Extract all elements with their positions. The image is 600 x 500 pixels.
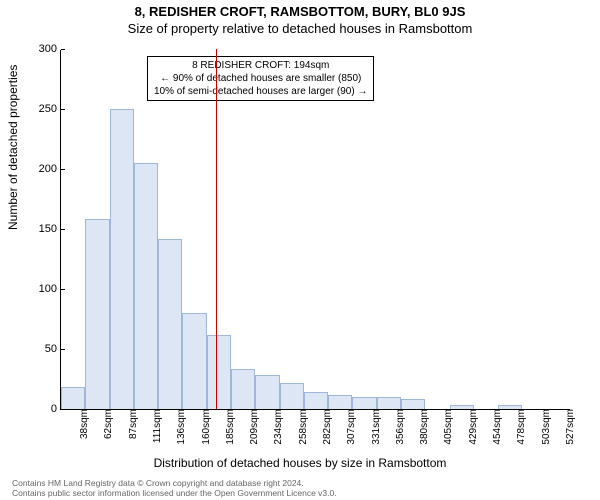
x-tick: 454sqm bbox=[490, 409, 503, 445]
y-tick: 100 bbox=[39, 283, 61, 295]
x-tick: 258sqm bbox=[296, 409, 309, 445]
footer-line1: Contains HM Land Registry data © Crown c… bbox=[12, 478, 337, 488]
x-tick: 234sqm bbox=[271, 409, 284, 445]
y-tick: 0 bbox=[51, 403, 61, 415]
x-axis-label: Distribution of detached houses by size … bbox=[0, 456, 600, 470]
annotation-line2: ← 90% of detached houses are smaller (85… bbox=[154, 72, 367, 85]
histogram-bar bbox=[231, 369, 255, 409]
histogram-bar bbox=[207, 335, 231, 409]
x-tick: 380sqm bbox=[417, 409, 430, 445]
x-tick: 87sqm bbox=[126, 409, 139, 439]
x-tick: 209sqm bbox=[247, 409, 260, 445]
footer-line2: Contains public sector information licen… bbox=[12, 488, 337, 498]
reference-line bbox=[216, 49, 217, 409]
histogram-bar bbox=[401, 399, 425, 409]
histogram-bar bbox=[255, 375, 279, 409]
histogram-bar bbox=[61, 387, 85, 409]
histogram-bar bbox=[280, 383, 304, 409]
title-subtitle: Size of property relative to detached ho… bbox=[0, 19, 600, 36]
histogram-bar bbox=[158, 239, 182, 409]
histogram-bar bbox=[110, 109, 134, 409]
x-tick: 38sqm bbox=[77, 409, 90, 439]
y-axis-label: Number of detached properties bbox=[6, 65, 20, 230]
chart-container: 8, REDISHER CROFT, RAMSBOTTOM, BURY, BL0… bbox=[0, 0, 600, 500]
y-tick: 50 bbox=[45, 343, 61, 355]
y-tick: 300 bbox=[39, 43, 61, 55]
histogram-bar bbox=[352, 397, 376, 409]
annotation-line1: 8 REDISHER CROFT: 194sqm bbox=[154, 59, 367, 72]
x-tick: 282sqm bbox=[320, 409, 333, 445]
x-tick: 185sqm bbox=[223, 409, 236, 445]
x-tick: 62sqm bbox=[101, 409, 114, 439]
annotation-line3: 10% of semi-detached houses are larger (… bbox=[154, 85, 367, 98]
histogram-bar bbox=[182, 313, 206, 409]
histogram-bar bbox=[85, 219, 109, 409]
x-tick: 429sqm bbox=[466, 409, 479, 445]
x-tick: 136sqm bbox=[174, 409, 187, 445]
histogram-bar bbox=[134, 163, 158, 409]
x-tick: 478sqm bbox=[514, 409, 527, 445]
histogram-bar bbox=[328, 395, 352, 409]
y-tick: 200 bbox=[39, 163, 61, 175]
x-tick: 307sqm bbox=[344, 409, 357, 445]
title-address: 8, REDISHER CROFT, RAMSBOTTOM, BURY, BL0… bbox=[0, 0, 600, 19]
histogram-bar bbox=[377, 397, 401, 409]
x-tick: 111sqm bbox=[150, 409, 163, 443]
y-tick: 150 bbox=[39, 223, 61, 235]
x-tick: 331sqm bbox=[369, 409, 382, 445]
plot-area: 8 REDISHER CROFT: 194sqm ← 90% of detach… bbox=[60, 50, 570, 410]
y-tick: 250 bbox=[39, 103, 61, 115]
x-tick: 527sqm bbox=[563, 409, 576, 445]
x-tick: 356sqm bbox=[393, 409, 406, 445]
footer-credits: Contains HM Land Registry data © Crown c… bbox=[12, 478, 337, 498]
x-tick: 160sqm bbox=[199, 409, 212, 445]
x-tick: 405sqm bbox=[441, 409, 454, 445]
annotation-box: 8 REDISHER CROFT: 194sqm ← 90% of detach… bbox=[147, 56, 374, 101]
histogram-bar bbox=[304, 392, 328, 409]
x-tick: 503sqm bbox=[539, 409, 552, 445]
